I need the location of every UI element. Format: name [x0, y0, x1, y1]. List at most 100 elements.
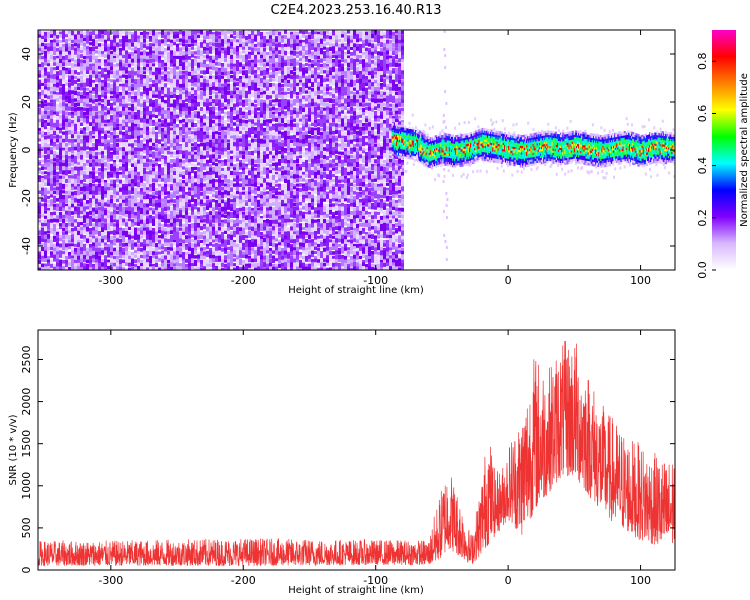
heatmap-cell — [170, 127, 173, 131]
heatmap-cell — [371, 94, 374, 98]
heatmap-cell — [170, 111, 173, 117]
heatmap-cell — [278, 150, 281, 155]
heatmap-cell — [299, 175, 302, 181]
heatmap-cell — [272, 59, 275, 65]
heatmap-cell — [62, 190, 65, 194]
heatmap-cell — [398, 115, 401, 120]
heatmap-cell — [383, 154, 386, 158]
heatmap-cell — [395, 110, 398, 115]
heatmap-cell — [383, 191, 386, 196]
heatmap-cell — [131, 78, 134, 83]
heatmap-cell — [278, 123, 281, 129]
heatmap-cell — [80, 46, 83, 51]
heatmap-cell — [182, 118, 185, 123]
heatmap-cell — [299, 178, 302, 182]
heatmap-cell — [200, 50, 203, 57]
heatmap-cell — [299, 102, 302, 107]
heatmap-cell — [197, 55, 200, 59]
heatmap-cell — [194, 70, 197, 74]
heatmap-cell — [269, 55, 272, 60]
heatmap-cell — [233, 103, 236, 108]
heatmap-cell — [152, 142, 155, 147]
heatmap-cell — [254, 174, 257, 179]
heatmap-cell — [281, 155, 284, 162]
heatmap-cell — [113, 142, 116, 149]
heatmap-cell — [227, 38, 230, 43]
heatmap-cell — [344, 83, 347, 88]
heatmap-cell — [152, 102, 155, 108]
heatmap-cell — [56, 111, 59, 118]
heatmap-cell — [242, 134, 245, 141]
heatmap-cell — [86, 107, 89, 112]
heatmap-cell — [314, 179, 317, 185]
heatmap-cell — [227, 151, 230, 156]
heatmap-cell — [185, 90, 188, 96]
heatmap-cell — [236, 178, 239, 184]
heatmap-cell — [167, 74, 170, 79]
heatmap-cell — [218, 110, 221, 117]
heatmap-cell — [233, 135, 236, 140]
heatmap-cell — [236, 151, 239, 157]
heatmap-cell — [392, 175, 395, 180]
heatmap-cell — [101, 110, 104, 116]
heatmap-cell — [380, 111, 383, 117]
heatmap-cell — [374, 50, 377, 54]
heatmap-cell — [290, 50, 293, 56]
heatmap-cell — [62, 147, 65, 154]
heatmap-cell — [65, 170, 68, 176]
heatmap-cell — [302, 86, 305, 91]
heatmap-cell — [179, 172, 182, 176]
heatmap-cell — [164, 150, 167, 155]
heatmap-cell — [41, 78, 44, 83]
heatmap-cell — [332, 135, 335, 141]
heatmap-cell — [245, 120, 248, 126]
heatmap-cell — [302, 186, 305, 193]
heatmap-cell — [215, 35, 218, 41]
heatmap-cell — [239, 118, 242, 124]
heatmap-cell — [290, 70, 293, 75]
heatmap-cell — [344, 115, 347, 120]
heatmap-cell — [236, 167, 239, 172]
heatmap-cell — [362, 103, 365, 107]
heatmap-cell — [335, 166, 338, 171]
heatmap-cell — [311, 143, 314, 149]
heatmap-cell — [59, 135, 62, 140]
heatmap-cell — [317, 106, 320, 111]
heatmap-cell — [116, 94, 119, 100]
heatmap-cell — [47, 59, 50, 66]
heatmap-cell — [59, 43, 62, 48]
heatmap-cell — [74, 43, 77, 47]
heatmap-cell — [119, 66, 122, 72]
heatmap-cell — [110, 46, 113, 50]
heatmap-cell — [170, 154, 173, 158]
heatmap-cell — [152, 127, 155, 133]
heatmap-cell — [386, 154, 389, 160]
heatmap-cell — [248, 127, 251, 132]
heatmap-cell — [260, 102, 263, 108]
heatmap-cell — [218, 122, 221, 127]
heatmap-cell — [323, 179, 326, 186]
heatmap-cell — [395, 174, 398, 180]
heatmap-cell — [242, 111, 245, 116]
heatmap-cell — [335, 155, 338, 160]
heatmap-cell — [338, 51, 341, 55]
heatmap-cell — [38, 95, 41, 100]
heatmap-cell — [347, 122, 350, 128]
heatmap-cell — [119, 142, 122, 147]
heatmap-cell — [377, 130, 380, 135]
heatmap-cell — [143, 178, 146, 182]
heatmap-cell — [251, 70, 254, 75]
heatmap-cell — [251, 138, 254, 144]
heatmap-cell — [260, 76, 263, 80]
heatmap-cell — [341, 91, 344, 97]
heatmap-cell — [125, 111, 128, 115]
heatmap-cell — [122, 38, 125, 44]
heatmap-cell — [251, 116, 254, 121]
heatmap-cell — [275, 146, 278, 151]
heatmap-cell — [383, 123, 386, 127]
heatmap-cell — [350, 170, 353, 177]
heatmap-cell — [236, 123, 239, 128]
heatmap-cell — [101, 98, 104, 103]
heatmap-cell — [218, 74, 221, 81]
heatmap-cell — [200, 163, 203, 169]
